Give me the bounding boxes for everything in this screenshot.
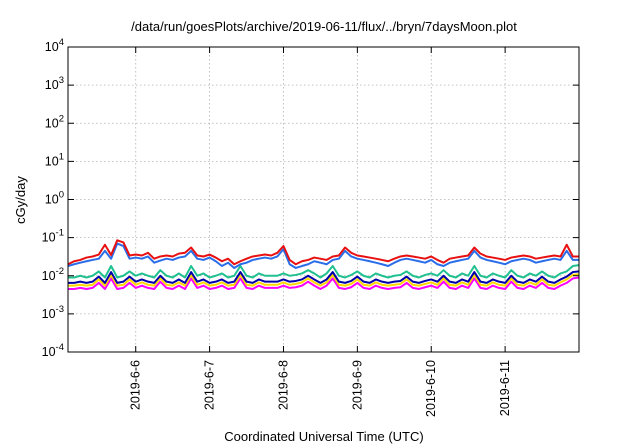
- axis-ticks: 10-4 10-3 10-2 10-1 100 101 102 103 104 2019-6-6 2…: [42, 37, 579, 417]
- y-axis-label: cGy/day: [13, 176, 28, 224]
- x-tick-label: 2019-6-10: [424, 360, 438, 417]
- series-lines: [67, 239, 580, 290]
- x-axis-label: Coordinated Universal Time (UTC): [224, 429, 423, 444]
- y-tick-label: 10-3: [42, 304, 64, 321]
- y-tick-label: 10-2: [42, 266, 64, 283]
- series-line-6: [67, 239, 579, 266]
- y-tick-label: 10-1: [42, 228, 64, 245]
- y-tick-label: 10-4: [42, 342, 64, 359]
- y-tick-label: 102: [45, 113, 64, 130]
- series-line-1: [68, 276, 580, 290]
- series-line-5: [67, 242, 579, 269]
- series-line-2: [68, 273, 580, 287]
- chart-title: /data/run/goesPlots/archive/2019-06-11/f…: [131, 19, 517, 34]
- y-tick-label: 100: [45, 190, 64, 207]
- y-tick-label: 104: [45, 37, 64, 54]
- x-tick-label: 2019-6-9: [350, 360, 364, 410]
- x-tick-label: 2019-6-6: [129, 360, 143, 410]
- y-tick-label: 101: [45, 151, 64, 168]
- y-tick-label: 103: [45, 75, 64, 92]
- series-line-3: [68, 270, 580, 284]
- x-tick-label: 2019-6-8: [276, 360, 290, 410]
- grid: [68, 47, 579, 352]
- series-line-4: [68, 264, 580, 279]
- x-tick-label: 2019-6-11: [498, 360, 512, 416]
- x-tick-label: 2019-6-7: [203, 360, 217, 410]
